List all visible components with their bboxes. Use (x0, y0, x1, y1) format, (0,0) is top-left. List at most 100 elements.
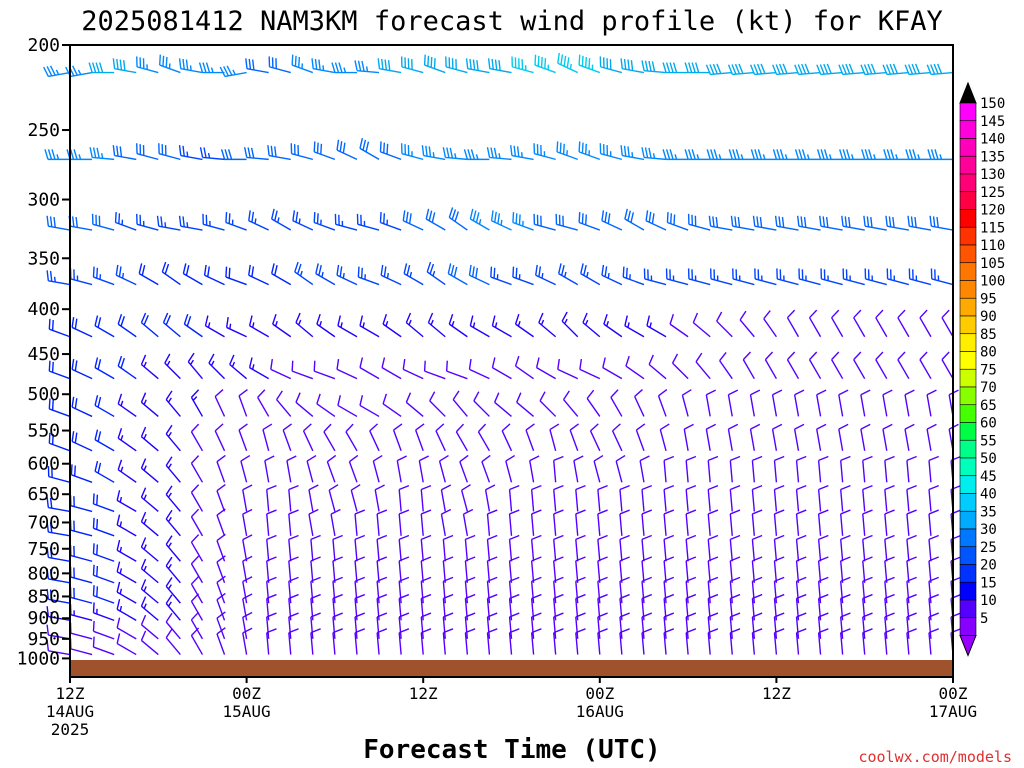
barb-half-feather (78, 154, 82, 160)
barb-shaft (288, 539, 292, 562)
barb-feather (619, 593, 630, 600)
barb-feather (452, 390, 460, 400)
barb-half-feather (120, 400, 124, 407)
barb-feather (816, 423, 827, 430)
barb-shaft (94, 404, 115, 418)
barb-feather (227, 149, 233, 160)
colorbar-label: 125 (980, 185, 1005, 201)
barb-feather (786, 309, 796, 319)
wind-barb (535, 264, 556, 286)
x-tick-label: 00Z (585, 684, 614, 703)
colorbar-label: 100 (980, 274, 1005, 290)
barb-shaft (165, 621, 181, 640)
wind-barb (46, 546, 71, 562)
wind-barb (46, 215, 71, 231)
barb-shaft (70, 225, 93, 231)
barb-feather (165, 556, 173, 567)
wind-barb (749, 63, 777, 76)
barb-half-feather (119, 496, 123, 503)
barb-shaft (707, 513, 711, 536)
wind-barb (94, 357, 115, 380)
barb-shaft (530, 632, 535, 655)
barb-shaft (288, 560, 292, 583)
barb-shaft (372, 460, 380, 483)
barb-shaft (840, 616, 844, 639)
barb-shaft (405, 322, 424, 338)
wind-barb (116, 514, 137, 537)
barb-feather (359, 395, 364, 406)
barb-feather (624, 208, 628, 220)
wind-barb (494, 392, 512, 417)
wind-barb (553, 455, 564, 483)
wind-barb (242, 484, 253, 512)
barb-shaft (138, 272, 159, 286)
barb-shaft (842, 71, 865, 76)
barb-feather (662, 62, 667, 73)
colorbar-segment (959, 599, 977, 619)
barb-shaft (619, 513, 623, 536)
barb-shaft (337, 404, 358, 418)
barb-feather (362, 139, 367, 151)
wind-barb (904, 423, 915, 451)
wind-barb (555, 213, 578, 231)
barb-feather (423, 360, 426, 372)
barb-shaft (710, 278, 733, 286)
barb-half-feather (186, 151, 189, 157)
barb-half-feather (143, 361, 147, 368)
barb-shaft (288, 513, 292, 536)
barb-feather (838, 64, 844, 75)
wind-barb (448, 313, 468, 338)
barb-feather (44, 149, 49, 160)
barb-feather (553, 484, 564, 491)
barb-shaft (420, 616, 424, 639)
wind-barb (751, 628, 763, 655)
wind-barb (884, 484, 895, 512)
x-tick-label: 2025 (51, 720, 90, 739)
barb-feather (561, 265, 565, 276)
barb-half-feather (119, 588, 123, 595)
barb-feather (782, 63, 788, 74)
barb-feather (641, 576, 652, 582)
wind-barb (641, 534, 652, 562)
wind-barb (771, 423, 783, 451)
barb-feather (644, 60, 649, 72)
barb-feather (525, 423, 535, 431)
barb-feather (732, 149, 737, 160)
barb-shaft (94, 439, 115, 452)
wind-barb (117, 459, 137, 483)
wind-barb (840, 455, 851, 483)
wind-barb (459, 454, 469, 483)
wind-barb (687, 268, 711, 286)
wind-barb (92, 493, 115, 513)
barb-shaft (336, 149, 358, 161)
barb-feather (796, 484, 807, 491)
wind-barb (311, 58, 336, 74)
barb-feather (229, 354, 235, 365)
barb-feather (531, 612, 542, 618)
barb-feather (578, 141, 581, 152)
barb-feather (774, 455, 785, 462)
wind-barb (752, 215, 777, 231)
x-tick-label: 00Z (939, 684, 968, 703)
barb-shaft (625, 365, 645, 380)
barb-half-feather (119, 605, 123, 612)
barb-feather (96, 544, 99, 555)
barb-feather (659, 423, 670, 431)
barb-feather (382, 393, 388, 405)
barb-feather (427, 312, 434, 323)
wind-barb (187, 352, 203, 380)
barb-feather (332, 612, 343, 618)
barb-shaft (491, 220, 512, 231)
wind-barb (117, 393, 137, 418)
barb-shaft (359, 325, 380, 338)
wind-barb (641, 509, 652, 536)
barb-feather (612, 423, 621, 432)
wind-barb (140, 458, 159, 483)
x-tick-label: 12Z (409, 684, 438, 703)
barb-feather (796, 455, 807, 462)
wind-barb (442, 534, 454, 562)
barb-feather (361, 60, 365, 72)
barb-feather (140, 558, 147, 569)
barb-feather (535, 357, 540, 368)
